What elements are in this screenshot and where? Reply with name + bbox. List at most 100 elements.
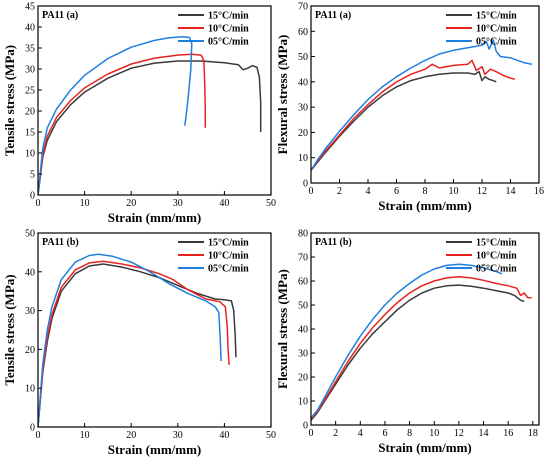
x-tick-label: 8	[407, 428, 412, 439]
series-line-2	[311, 275, 532, 420]
y-tick-label: 50	[25, 229, 35, 240]
legend-label-1: 15°C/min	[476, 11, 517, 22]
x-axis-title: Strain (mm/mm)	[378, 198, 472, 213]
x-tick-label: 18	[528, 428, 538, 439]
y-tick-label: 80	[298, 229, 308, 240]
x-tick-label: 14	[479, 428, 489, 439]
legend-label-1: 15°C/min	[476, 238, 517, 249]
x-tick-label: 2	[337, 186, 342, 197]
x-tick-label: 50	[266, 430, 276, 441]
series-line-1	[38, 60, 262, 195]
series-line-1	[38, 263, 237, 427]
series-line-3	[38, 253, 222, 427]
x-tick-label: 30	[173, 430, 183, 441]
y-tick-label: 70	[298, 253, 308, 264]
y-tick-label: 10	[298, 153, 308, 164]
series-line-1	[311, 284, 525, 421]
y-tick-label: 5	[30, 170, 35, 181]
series-line-2	[38, 260, 230, 427]
y-tick-label: 0	[303, 179, 308, 190]
x-tick-label: 10	[449, 186, 459, 197]
panel-label: PA11 (a)	[42, 10, 78, 21]
y-tick-label: 40	[25, 267, 35, 278]
x-tick-label: 0	[36, 430, 41, 441]
y-tick-label: 20	[298, 128, 308, 139]
y-tick-label: 0	[303, 421, 308, 432]
legend-label-3: 05°C/min	[208, 264, 249, 275]
legend-label-3: 05°C/min	[476, 264, 517, 275]
y-tick-label: 0	[30, 423, 35, 434]
y-tick-label: 40	[298, 77, 308, 88]
legend-label-2: 10°C/min	[208, 251, 249, 262]
plot-frame	[310, 232, 540, 426]
legend-label-2: 10°C/min	[476, 24, 517, 35]
y-tick-label: 30	[25, 306, 35, 317]
legend-label-1: 15°C/min	[208, 11, 249, 22]
y-tick-label: 10	[25, 149, 35, 160]
y-tick-label: 15	[25, 128, 35, 139]
x-tick-label: 10	[80, 198, 90, 209]
legend-label-2: 10°C/min	[208, 24, 249, 35]
series-line-2	[38, 53, 207, 195]
y-tick-label: 45	[25, 2, 35, 13]
chart-panel-4: 0 2 4 6 8 10 12 14 16 18 0 10 20 30 40 50 60 70 80 Strain (…	[275, 229, 540, 455]
x-tick-label: 0	[36, 198, 41, 209]
x-tick-label: 0	[309, 186, 314, 197]
x-tick-label: 12	[454, 428, 464, 439]
y-tick-label: 10	[25, 384, 35, 395]
y-tick-label: 50	[298, 52, 308, 63]
y-tick-label: 40	[298, 325, 308, 336]
x-tick-label: 6	[382, 428, 387, 439]
panel-label: PA11 (b)	[315, 237, 352, 248]
y-tick-label: 30	[298, 103, 308, 114]
y-tick-label: 10	[298, 397, 308, 408]
y-tick-label: 50	[298, 301, 308, 312]
x-tick-label: 8	[423, 186, 428, 197]
x-tick-label: 4	[366, 186, 371, 197]
legend-label-3: 05°C/min	[208, 37, 249, 48]
x-tick-label: 16	[534, 186, 544, 197]
x-tick-label: 4	[358, 428, 363, 439]
series-line-3	[311, 39, 533, 171]
series-line-1	[311, 70, 497, 171]
x-tick-label: 20	[126, 430, 136, 441]
y-axis-title: Flexural stress (MPa)	[275, 35, 290, 155]
series-line-3	[311, 263, 503, 419]
x-tick-label: 10	[80, 430, 90, 441]
x-axis-title: Strain (mm/mm)	[108, 442, 202, 457]
plot-frame	[37, 232, 272, 428]
y-axis-title: Tensile stress (MPa)	[2, 274, 17, 385]
chart-panel-2: 0 2 4 6 8 10 12 14 16 0 10 20 30 40 50 60 70 Strain (mm/m…	[275, 2, 544, 214]
y-tick-label: 60	[298, 27, 308, 38]
x-axis-title: Strain (mm/mm)	[108, 210, 202, 225]
y-tick-label: 20	[25, 107, 35, 118]
x-tick-label: 0	[309, 428, 314, 439]
x-tick-label: 50	[266, 198, 276, 209]
x-tick-label: 40	[219, 430, 229, 441]
y-tick-label: 70	[298, 2, 308, 13]
legend-label-3: 05°C/min	[476, 37, 517, 48]
y-tick-label: 0	[30, 191, 35, 202]
x-tick-label: 14	[506, 186, 516, 197]
series-line-3	[38, 35, 193, 195]
y-tick-label: 25	[25, 86, 35, 97]
x-tick-label: 6	[394, 186, 399, 197]
y-tick-label: 20	[25, 345, 35, 356]
panel-label: PA11 (b)	[42, 237, 79, 248]
chart-panel-3: 0 10 20 30 40 50 0 10 20 30 40 50 Strain (mm/mm) Tens…	[2, 229, 276, 458]
x-tick-label: 40	[219, 198, 229, 209]
x-tick-label: 12	[477, 186, 487, 197]
y-tick-label: 30	[25, 65, 35, 76]
y-tick-label: 60	[298, 277, 308, 288]
x-tick-label: 10	[429, 428, 439, 439]
x-axis-title: Strain (mm/mm)	[378, 440, 472, 455]
series-line-2	[311, 59, 516, 171]
panel-label: PA11 (a)	[315, 10, 351, 21]
legend-label-1: 15°C/min	[208, 238, 249, 249]
legend-label-2: 10°C/min	[476, 251, 517, 262]
y-axis-title: Tensile stress (MPa)	[2, 45, 17, 156]
x-tick-label: 2	[333, 428, 338, 439]
y-tick-label: 35	[25, 44, 35, 55]
x-tick-label: 16	[503, 428, 513, 439]
